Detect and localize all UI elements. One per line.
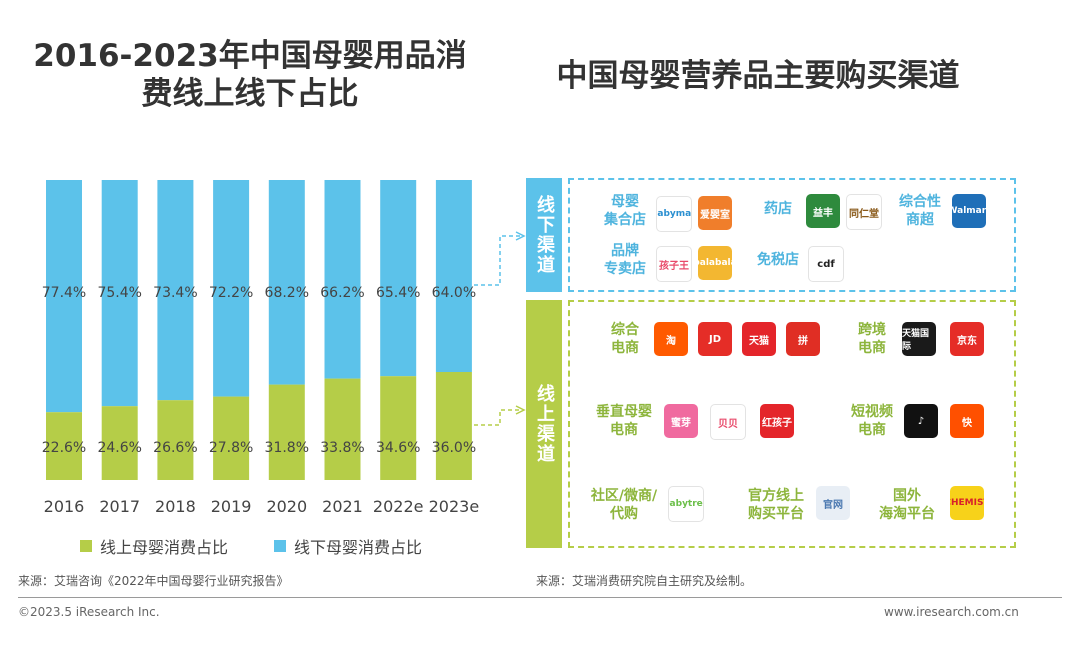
x-tick-2019: 2019 bbox=[211, 497, 252, 516]
label-offline-2017: 75.4% bbox=[97, 285, 141, 301]
x-tick-2020: 2020 bbox=[266, 497, 307, 516]
kuaishou-logo: 快 bbox=[950, 404, 984, 438]
aiyingshi-logo: 爱婴室 bbox=[698, 196, 732, 230]
legend-online-swatch bbox=[80, 540, 92, 552]
babytree-logo: babytree bbox=[668, 486, 704, 522]
walmart-logo: Walmart bbox=[952, 194, 986, 228]
legend-online-label: 线上母婴消费占比 bbox=[100, 538, 229, 557]
online-channels-box bbox=[568, 300, 1016, 548]
label-offline-2023e: 64.0% bbox=[432, 285, 476, 301]
bar-online-2020 bbox=[268, 384, 305, 480]
bar-online-2019 bbox=[213, 396, 250, 480]
x-tick-2021: 2021 bbox=[322, 497, 363, 516]
online-category-label: 垂直母婴 电商 bbox=[596, 404, 652, 438]
bar-offline-2023e bbox=[435, 180, 472, 372]
bar-online-2018 bbox=[157, 400, 194, 480]
online-category-label: 社区/微商/代购 bbox=[590, 488, 658, 522]
beibei-logo: 贝贝 bbox=[710, 404, 746, 440]
online-category-label: 短视频 电商 bbox=[851, 404, 893, 438]
mia-logo: 蜜芽 bbox=[664, 404, 698, 438]
legend-offline-swatch bbox=[274, 540, 286, 552]
jd-logo: JD bbox=[698, 322, 732, 356]
channels-title: 中国母婴营养品主要购买渠道 bbox=[556, 58, 960, 94]
label-offline-2020: 68.2% bbox=[265, 285, 309, 301]
label-offline-2022e: 65.4% bbox=[376, 285, 420, 301]
bar-offline-2019 bbox=[213, 180, 250, 397]
bar-online-2017 bbox=[101, 406, 138, 480]
bar-offline-2016 bbox=[46, 180, 82, 413]
bar-offline-2020 bbox=[268, 180, 305, 385]
babymax-logo: babymax bbox=[656, 196, 692, 232]
offline-category-label: 免税店 bbox=[757, 252, 799, 268]
online-category-label: 国外 海淘平台 bbox=[879, 488, 935, 522]
bar-offline-2022e bbox=[380, 180, 417, 377]
tmall-global-logo: 天猫国际 bbox=[902, 322, 936, 356]
offline-category-label: 药店 bbox=[764, 201, 792, 217]
tongrentang-logo: 同仁堂 bbox=[846, 194, 882, 230]
kidswant-logo: 孩子王 bbox=[656, 246, 692, 282]
label-online-2021: 33.8% bbox=[320, 440, 364, 456]
website: www.iresearch.com.cn bbox=[884, 605, 1019, 619]
label-offline-2018: 73.4% bbox=[153, 285, 197, 301]
legend-offline-label: 线下母婴消费占比 bbox=[294, 538, 423, 557]
bar-online-2023e bbox=[435, 372, 472, 480]
redbaby-logo: 红孩子 bbox=[760, 404, 794, 438]
offline-category-label: 品牌 专卖店 bbox=[604, 243, 646, 277]
bar-online-2022e bbox=[380, 376, 417, 480]
source-left: 来源：艾瑞咨询《2022年中国母婴行业研究报告》 bbox=[18, 574, 289, 588]
label-online-2019: 27.8% bbox=[209, 440, 253, 456]
offline-channels-box bbox=[568, 178, 1016, 292]
offline-category-label: 母婴 集合店 bbox=[604, 194, 646, 228]
bar-offline-2021 bbox=[324, 180, 361, 379]
label-online-2020: 31.8% bbox=[265, 440, 309, 456]
bar-online-2021 bbox=[324, 378, 361, 480]
balabala-logo: balabala bbox=[698, 246, 732, 280]
pinduoduo-logo: 拼 bbox=[786, 322, 820, 356]
label-online-2023e: 36.0% bbox=[432, 440, 476, 456]
online-category-label: 官方线上 购买平台 bbox=[748, 488, 804, 522]
douyin-logo: ♪ bbox=[904, 404, 938, 438]
offline-tab: 线下渠道 bbox=[526, 178, 562, 292]
yifeng-logo: 益丰 bbox=[806, 194, 840, 228]
chart-title: 2016-2023年中国母婴用品消费线上线下占比 bbox=[33, 38, 467, 112]
bar-online-2016 bbox=[46, 412, 82, 480]
x-tick-2016: 2016 bbox=[44, 497, 85, 516]
tmall-logo: 天猫 bbox=[742, 322, 776, 356]
x-tick-2022e: 2022e bbox=[373, 497, 424, 516]
label-offline-2016: 77.4% bbox=[42, 285, 86, 301]
label-online-2022e: 34.6% bbox=[376, 440, 420, 456]
online-tab: 线上渠道 bbox=[526, 300, 562, 548]
offline-category-label: 综合性 商超 bbox=[899, 194, 941, 228]
copyright: ©2023.5 iResearch Inc. bbox=[18, 605, 160, 619]
taobao-logo: 淘 bbox=[654, 322, 688, 356]
official-site-logo: 官网 bbox=[816, 486, 850, 520]
chemist-warehouse-logo: CHEMIST bbox=[950, 486, 984, 520]
source-right: 来源：艾瑞消费研究院自主研究及绘制。 bbox=[536, 574, 753, 588]
label-online-2016: 22.6% bbox=[42, 440, 86, 456]
bar-offline-2018 bbox=[157, 180, 194, 401]
jd-global-logo: 京东 bbox=[950, 322, 984, 356]
label-offline-2021: 66.2% bbox=[320, 285, 364, 301]
online-category-label: 综合 电商 bbox=[611, 322, 639, 356]
x-tick-2017: 2017 bbox=[99, 497, 140, 516]
online-category-label: 跨境 电商 bbox=[858, 322, 886, 356]
label-online-2018: 26.6% bbox=[153, 440, 197, 456]
label-offline-2019: 72.2% bbox=[209, 285, 253, 301]
cdf-logo: cdf bbox=[808, 246, 844, 282]
label-online-2017: 24.6% bbox=[97, 440, 141, 456]
bar-offline-2017 bbox=[101, 180, 138, 407]
legend-offline: 线下母婴消费占比 bbox=[274, 534, 422, 558]
x-tick-2023e: 2023e bbox=[429, 497, 480, 516]
legend-online: 线上母婴消费占比 bbox=[80, 534, 228, 558]
footer-divider bbox=[18, 597, 1062, 598]
x-tick-2018: 2018 bbox=[155, 497, 196, 516]
